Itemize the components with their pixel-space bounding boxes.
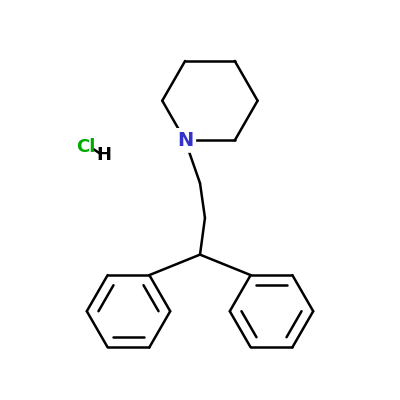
Text: N: N — [177, 131, 193, 150]
Text: H: H — [96, 146, 111, 164]
Text: Cl: Cl — [76, 138, 96, 156]
